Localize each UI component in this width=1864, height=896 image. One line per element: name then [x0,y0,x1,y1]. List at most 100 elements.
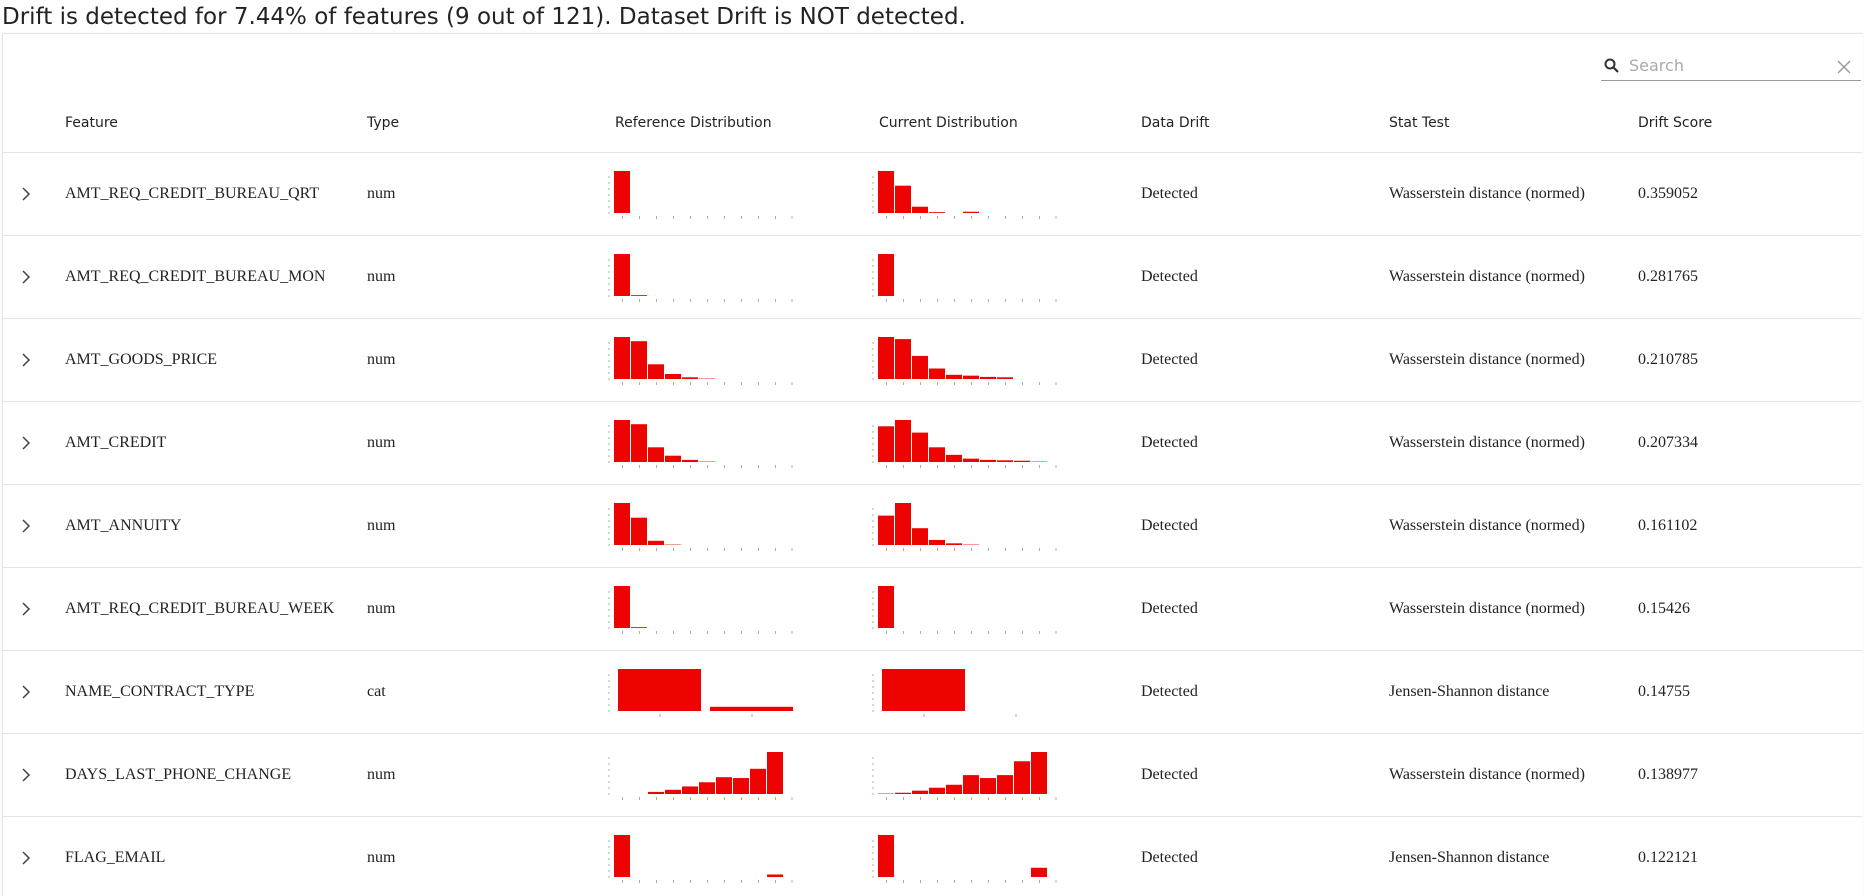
clear-icon[interactable] [1837,60,1851,74]
feature-name: NAME_CONTRACT_TYPE [65,683,255,700]
histogram-bar [946,454,962,462]
search-icon [1604,58,1619,73]
histogram-bar [682,459,698,462]
column-header: Data Drift [1141,115,1210,131]
histogram-bar [929,368,945,379]
data-drift: Detected [1141,600,1198,617]
histogram-bar [767,874,783,877]
histogram-bar [1014,460,1030,462]
histogram [872,669,1017,717]
chevron-path [22,187,31,201]
expand-chevron[interactable] [20,435,32,451]
histogram-bar [665,789,681,794]
histogram-bar [929,787,945,794]
summary-title: Drift is detected for 7.44% of features … [2,4,966,30]
histogram-bar [733,778,749,794]
histogram-bar [997,460,1013,462]
histogram-bar [946,374,962,379]
column-header: Stat Test [1389,115,1450,131]
histogram-bar [895,503,911,545]
drift-score: 0.14755 [1638,683,1690,700]
histogram [608,337,793,385]
drift-score: 0.138977 [1638,766,1698,783]
histogram-bar [912,432,928,462]
expand-chevron[interactable] [20,352,32,368]
histogram-bar [895,792,911,794]
histogram-bar [912,528,928,545]
histogram-bar [980,459,996,462]
expand-chevron[interactable] [20,601,32,617]
histogram [872,835,1057,883]
table-row: AMT_ANNUITY num Detected Wasserstein distan… [2,484,1862,568]
column-header: Feature [65,115,118,131]
feature-type: num [367,434,396,451]
histogram-bar [878,515,894,545]
histogram-bar [963,458,979,462]
histogram [608,669,793,717]
drift-score: 0.210785 [1638,351,1698,368]
histogram-bar [963,775,979,794]
histogram-bar [665,455,681,462]
column-header: Reference Distribution [615,115,772,131]
drift-score: 0.15426 [1638,600,1690,617]
stat-test: Jensen-Shannon distance [1389,849,1550,866]
histogram-bar [665,373,681,379]
expand-chevron[interactable] [20,518,32,534]
table-row: AMT_GOODS_PRICE num Detected Wasserstein di… [2,318,1862,402]
histogram [608,420,793,468]
search-box[interactable]: Search [1601,52,1861,81]
feature-name: AMT_ANNUITY [65,517,182,534]
feature-name: AMT_REQ_CREDIT_BUREAU_QRT [65,185,320,202]
histogram [872,586,1057,634]
histogram [608,586,793,634]
expand-chevron[interactable] [20,186,32,202]
chevron-path [22,851,31,865]
data-drift: Detected [1141,434,1198,451]
column-header: Drift Score [1638,115,1713,131]
histogram-bar [946,784,962,794]
histogram-bar [750,768,766,794]
histogram-bar [1014,761,1030,794]
stat-test: Wasserstein distance (normed) [1389,185,1585,202]
table-row: AMT_REQ_CREDIT_BUREAU_WEEK num Detected Was… [2,567,1862,651]
feature-name: AMT_REQ_CREDIT_BUREAU_MON [65,268,326,285]
expand-chevron[interactable] [20,767,32,783]
histogram-bar [710,706,793,711]
feature-name: DAYS_LAST_PHONE_CHANGE [65,766,292,783]
expand-chevron[interactable] [20,684,32,700]
feature-type: cat [367,683,386,700]
histogram-bar [912,206,928,213]
histogram [608,171,793,219]
histogram-bar [614,835,630,877]
feature-type: num [367,849,396,866]
feature-name: AMT_CREDIT [65,434,167,451]
histogram-bar [929,539,945,545]
chevron-path [22,270,31,284]
histogram-bar [648,540,664,545]
histogram-bar [912,790,928,794]
histogram-bar [648,791,664,794]
feature-type: num [367,351,396,368]
histogram [872,171,1057,219]
feature-name: AMT_REQ_CREDIT_BUREAU_WEEK [65,600,335,617]
histogram [872,420,1057,468]
histogram-bar [614,254,630,296]
histogram-bar [946,543,962,545]
histogram-bar [614,171,630,213]
expand-chevron[interactable] [20,269,32,285]
histogram-bar [767,752,783,794]
column-header: Type [367,115,400,131]
histogram-bar [648,447,664,462]
data-drift: Detected [1141,766,1198,783]
histogram-bar [878,337,894,379]
histogram-bar [682,377,698,379]
histogram-bar [895,339,911,379]
histogram-bar [631,295,647,296]
chevron-path [22,602,31,616]
expand-chevron[interactable] [20,850,32,866]
table-row: NAME_CONTRACT_TYPE cat Detected Jensen-Shan… [2,650,1862,734]
table-row: AMT_CREDIT num Detected Wasserstein distanc… [2,401,1862,485]
data-drift: Detected [1141,683,1198,700]
data-drift: Detected [1141,517,1198,534]
